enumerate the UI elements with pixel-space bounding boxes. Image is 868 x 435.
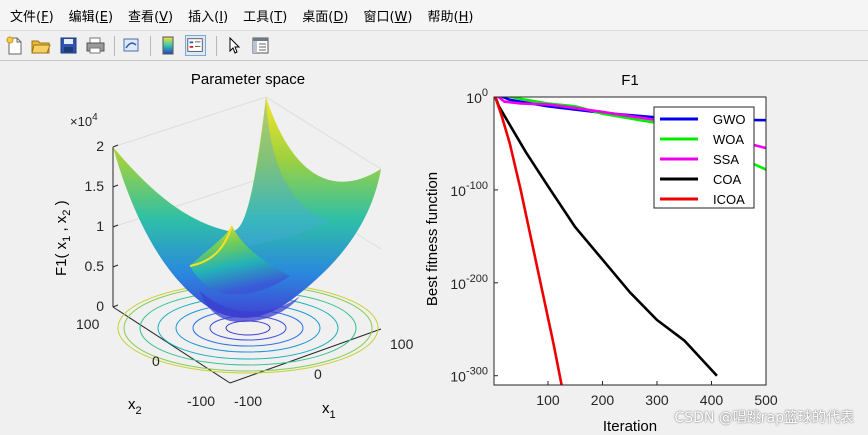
open-file-icon[interactable]: [30, 35, 51, 56]
property-inspector-icon[interactable]: [250, 35, 271, 56]
z-tick-label: 0: [96, 298, 104, 314]
x2-axis-label: x2: [128, 396, 142, 417]
x1-axis-label: x1: [322, 400, 336, 421]
x-tick-label: 100: [536, 392, 560, 408]
menu-insert[interactable]: 插入(I): [188, 9, 229, 25]
y-tick-label: 100: [466, 87, 488, 106]
z-tick-label: 2: [96, 138, 104, 154]
legend-label-gwo: GWO: [713, 112, 746, 127]
toolbar-separator: [114, 36, 115, 56]
y-tick-labels: 100 10-100 10-200 10-300: [450, 87, 488, 385]
toolbar-separator: [216, 36, 217, 56]
surface-mesh: [113, 97, 381, 318]
x1-tick-labels: -100 0 100: [234, 336, 414, 409]
y-axis-label: Best fitness function: [424, 172, 441, 306]
x2-tick-label: -100: [187, 393, 215, 409]
colorbar-icon[interactable]: [158, 35, 179, 56]
plots-canvas: Parameter space ×104 2 1.5 1 0.5 0 F1( x…: [53, 71, 778, 435]
convergence-plot: F1 100 10-100 10-200 10-300 100 200 300 400 500…: [424, 72, 778, 435]
menu-file[interactable]: 文件(F): [10, 9, 54, 25]
menu-desktop[interactable]: 桌面(D): [302, 9, 349, 25]
menu-window[interactable]: 窗口(W): [363, 9, 413, 25]
z-tick-label: 1: [96, 218, 104, 234]
figure-canvas: Parameter space ×104 2 1.5 1 0.5 0 F1( x…: [0, 61, 868, 435]
x1-tick-label: 100: [390, 336, 414, 352]
x-tick-label: 200: [591, 392, 615, 408]
menu-tools[interactable]: 工具(T): [243, 9, 288, 25]
y-tick-label: 10-100: [450, 180, 488, 199]
surface-front-peak: [190, 226, 290, 295]
x-tick-labels: 100 200 300 400 500: [536, 392, 778, 408]
series-line-coa: [494, 97, 718, 377]
menu-edit[interactable]: 编辑(E): [68, 9, 114, 25]
link-plot-icon[interactable]: [121, 35, 142, 56]
pointer-icon[interactable]: [224, 35, 245, 56]
menu-view[interactable]: 查看(V): [128, 9, 174, 25]
y-tick-label: 10-300: [450, 366, 488, 385]
menubar: 文件(F) 编辑(E) 查看(V) 插入(I) 工具(T) 桌面(D) 窗口(W…: [0, 0, 868, 30]
x-tick-label: 400: [700, 392, 724, 408]
legend-icon[interactable]: [185, 35, 206, 56]
surface-title: Parameter space: [191, 71, 305, 88]
toolbar-separator: [150, 36, 151, 56]
convergence-title: F1: [621, 72, 639, 89]
x-axis-label: Iteration: [603, 418, 657, 435]
x-tick-label: 300: [645, 392, 669, 408]
series-line-icoa: [494, 97, 563, 385]
z-tick-label: 1.5: [85, 178, 105, 194]
save-icon[interactable]: [58, 35, 79, 56]
legend[interactable]: GWO WOA SSA COA ICOA: [653, 106, 755, 209]
menu-help[interactable]: 帮助(H): [427, 9, 474, 25]
z-exponent-label: ×104: [70, 112, 98, 129]
z-axis-label: F1( x1 , x2 ): [53, 200, 73, 276]
x-tick-label: 500: [754, 392, 778, 408]
surface-plot: Parameter space ×104 2 1.5 1 0.5 0 F1( x…: [53, 71, 414, 421]
figure-toolbar: [0, 30, 868, 61]
print-icon[interactable]: [85, 35, 106, 56]
z-tick-labels: 2 1.5 1 0.5 0: [85, 138, 105, 314]
x2-tick-labels: 100 0 -100: [76, 316, 215, 409]
z-tick-label: 0.5: [85, 258, 105, 274]
y-tick-label: 10-200: [450, 273, 488, 292]
x2-tick-label: 0: [152, 353, 160, 369]
convergence-axes-frame: [493, 96, 767, 386]
x1-tick-label: -100: [234, 393, 262, 409]
legend-label-coa: COA: [713, 172, 742, 187]
watermark: CSDN @唱跳rap篮球的代表: [674, 410, 854, 426]
x1-tick-label: 0: [314, 366, 322, 382]
legend-label-woa: WOA: [713, 132, 744, 147]
tick-layer: [494, 96, 767, 385]
legend-label-icoa: ICOA: [713, 192, 745, 207]
x2-tick-label: 100: [76, 316, 100, 332]
new-figure-icon[interactable]: [4, 35, 25, 56]
legend-label-ssa: SSA: [713, 152, 739, 167]
